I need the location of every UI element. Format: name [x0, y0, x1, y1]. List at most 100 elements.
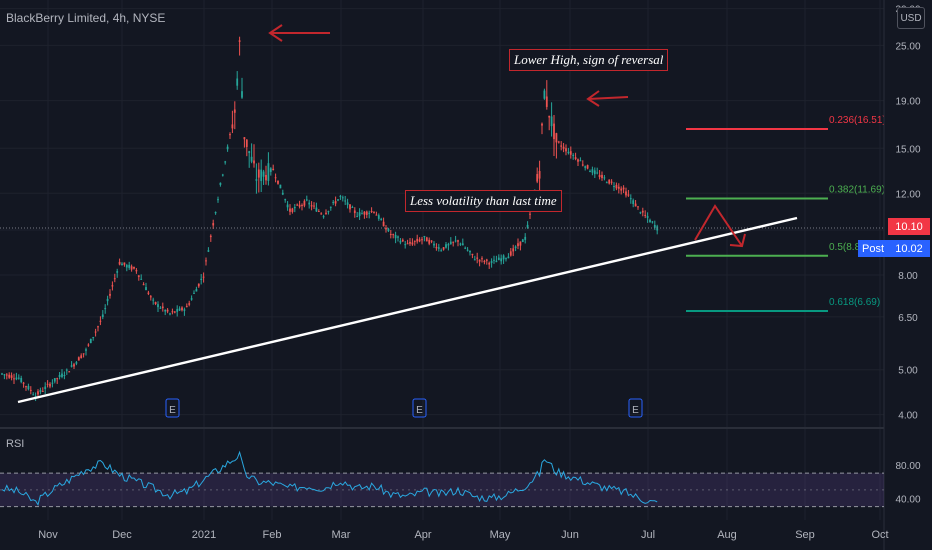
candle-body — [274, 177, 277, 179]
candle-body — [485, 259, 488, 261]
candle-body — [109, 293, 111, 296]
candle-body — [94, 331, 97, 333]
candle-body — [39, 389, 42, 392]
time-tick-label: 2021 — [192, 529, 216, 541]
candle-body — [281, 192, 284, 195]
candle-body — [53, 378, 56, 382]
candle-body — [61, 373, 63, 377]
candle-body — [536, 174, 539, 182]
fib-level-label: 0.382(11.69) — [829, 185, 885, 196]
candle-body — [625, 191, 627, 196]
candle-body — [555, 133, 558, 143]
candle-body — [70, 365, 73, 367]
candle-body — [310, 205, 313, 207]
candle-body — [301, 204, 303, 206]
candle-body — [603, 177, 606, 179]
candle-body — [346, 202, 349, 205]
candle-body — [584, 166, 587, 168]
candle-body — [404, 244, 407, 246]
time-axis: Nov Dec 2021 Feb Mar Apr May Jun Jul Aug Sep Oct — [38, 529, 888, 541]
projection-arrow-head — [729, 233, 746, 248]
candle-body — [569, 151, 572, 155]
candle-body — [526, 224, 529, 228]
candle-body — [639, 212, 642, 214]
candle-body — [334, 201, 337, 204]
candle-body — [56, 378, 59, 380]
candle-body — [411, 242, 414, 245]
candle-body — [99, 320, 102, 322]
candle-body — [596, 172, 599, 174]
candle-body — [548, 115, 551, 118]
candle-body — [649, 219, 651, 223]
candle-body — [298, 204, 301, 207]
candle-body — [97, 326, 99, 328]
candle-body — [173, 311, 176, 313]
candle-body — [541, 123, 543, 126]
candle-body — [145, 287, 147, 291]
candle-body — [161, 306, 164, 309]
candle-body — [579, 160, 582, 162]
candle-body — [368, 212, 371, 214]
candle-body — [483, 260, 486, 263]
candle-body — [137, 275, 140, 277]
candle-body — [344, 200, 347, 202]
candle-body — [353, 210, 356, 214]
price-tick-label: 25.00 — [895, 41, 920, 52]
candle-body — [279, 184, 282, 189]
price-tick-label: 5.00 — [898, 366, 918, 377]
candle-body — [255, 179, 258, 181]
chart-title: BlackBerry Limited, 4h, NYSE — [6, 11, 166, 25]
candle-body — [332, 202, 335, 204]
candle-body — [250, 156, 253, 162]
candle-body — [454, 240, 457, 242]
candle-body — [245, 139, 248, 147]
price-axis-bg — [884, 0, 932, 550]
candle-body — [459, 243, 462, 245]
candle-body — [514, 246, 517, 249]
candle-body — [17, 377, 20, 379]
fib-level-label: 0.5(8.8 — [829, 242, 861, 253]
candles — [1, 36, 659, 402]
candle-body — [111, 285, 114, 287]
candle-body — [382, 221, 385, 227]
candle-body — [605, 182, 608, 184]
candle-body — [466, 249, 469, 251]
candle-body — [77, 357, 80, 361]
candle-body — [322, 216, 325, 218]
price-tick-label: 6.50 — [898, 313, 918, 324]
candle-body — [615, 184, 618, 189]
candle-body — [20, 377, 23, 383]
candle-body — [613, 186, 615, 188]
candle-body — [507, 256, 510, 259]
candle-body — [101, 314, 104, 318]
candle-body — [557, 141, 560, 143]
candle-body — [442, 247, 445, 250]
candle-body — [315, 207, 318, 212]
candle-body — [193, 292, 195, 294]
candle-body — [183, 309, 186, 311]
candle-body — [243, 137, 246, 140]
candle-body — [8, 374, 11, 378]
candle-body — [284, 199, 287, 201]
candle-body — [140, 278, 143, 280]
candle-body — [392, 234, 395, 236]
candle-body — [217, 199, 219, 201]
candle-body — [238, 40, 241, 42]
candle-body — [154, 302, 157, 305]
candle-body — [320, 213, 323, 215]
candle-body — [329, 206, 332, 208]
candle-body — [610, 181, 613, 183]
price-tick-label: 15.00 — [895, 144, 920, 155]
candle-body — [339, 195, 342, 197]
candle-body — [207, 250, 210, 252]
rsi-pane: 80.00 40.00 — [0, 450, 921, 508]
earnings-marker — [165, 398, 180, 418]
currency-badge[interactable]: USD — [897, 7, 925, 29]
candle-body — [517, 243, 519, 247]
candle-body — [490, 261, 493, 263]
candle-body — [464, 247, 467, 249]
candle-body — [637, 206, 639, 208]
candle-body — [622, 187, 625, 190]
candle-body — [469, 250, 471, 253]
